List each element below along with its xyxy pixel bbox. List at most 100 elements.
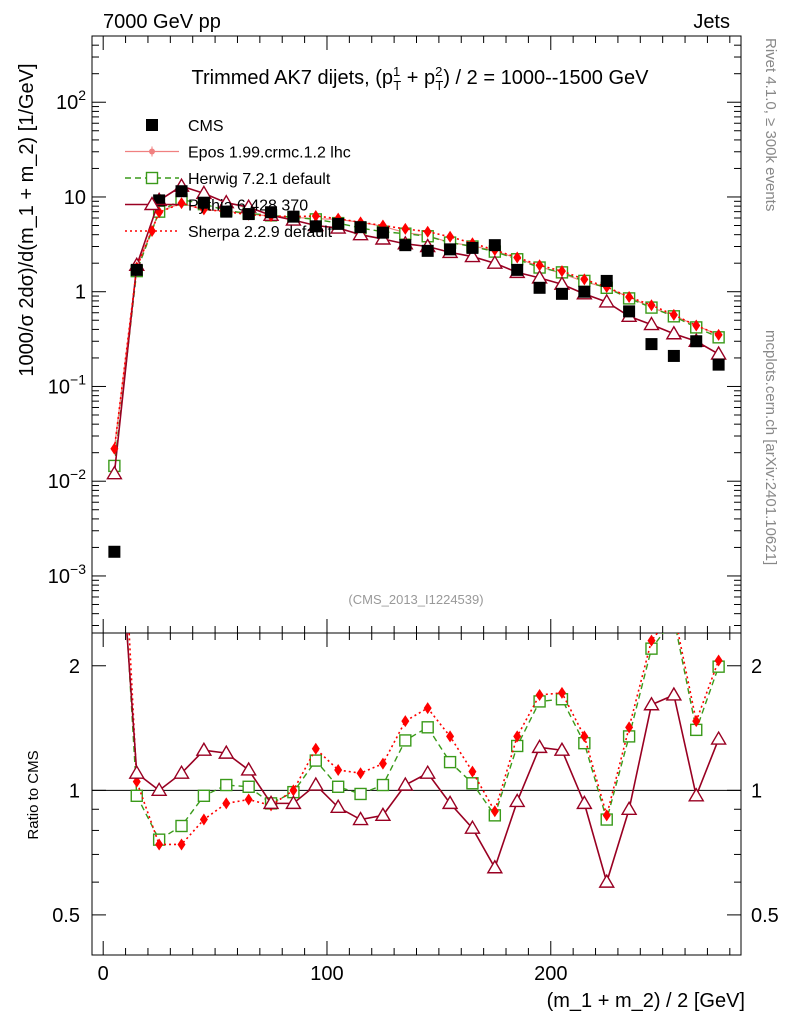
ratio-point-herwig — [331, 780, 345, 793]
ratio-point-pythia — [329, 798, 347, 813]
ratio-point-sherpa — [557, 686, 566, 699]
point-sherpa — [714, 328, 723, 341]
series-cms — [108, 185, 725, 558]
legend-label-sherpa: Sherpa 2.2.9 default — [188, 224, 333, 241]
point-cms — [130, 263, 143, 276]
ratio-point-herwig — [354, 787, 367, 801]
main-axis-ticks — [92, 35, 741, 633]
legend-marker-cms — [146, 119, 158, 131]
point-cms — [332, 217, 345, 230]
legend-label-herwig: Herwig 7.2.1 default — [188, 171, 331, 188]
y-tick-label: 102 — [56, 87, 86, 114]
point-sherpa — [535, 259, 544, 272]
legend-label-cms: CMS — [188, 118, 224, 135]
ratio-line-pythia — [126, 633, 720, 885]
series-line-pythia — [113, 185, 720, 474]
ratio-y-tick-label-right: 0.5 — [751, 905, 779, 927]
point-cms — [578, 285, 591, 298]
point-sherpa — [513, 251, 522, 264]
point-cms — [220, 205, 233, 218]
legend: CMS Epos 1.99.crmc.1.2 lhc Herwig 7.2.1 de… — [125, 118, 351, 241]
y-tick-label: 10−2 — [48, 466, 86, 493]
ratio-point-sherpa — [468, 765, 477, 778]
ratio-point-pythia — [240, 761, 257, 776]
point-cms — [175, 185, 188, 198]
rivet-label: Rivet 4.1.0, ≥ 300k events — [762, 38, 779, 211]
y-tick-label: 10 — [64, 187, 86, 209]
analysis-label: (CMS_2013_I1224539) — [348, 592, 483, 607]
ratio-y-tick-label-right: 1 — [751, 780, 762, 802]
legend-entry-pythia: Pythia 6.428 370 — [125, 196, 308, 215]
ratio-point-sherpa — [199, 813, 208, 826]
legend-label-epos: Epos 1.99.crmc.1.2 lhc — [188, 145, 351, 162]
ratio-point-herwig — [443, 755, 457, 769]
ratio-y-tick-label-left: 0.5 — [52, 905, 80, 927]
ratio-point-sherpa — [289, 784, 298, 797]
ratio-point-sherpa — [222, 797, 231, 810]
ratio-point-herwig — [399, 734, 412, 747]
ratio-point-sherpa — [311, 742, 320, 755]
ratio-point-herwig — [197, 789, 211, 803]
y-tick-label: 1 — [75, 282, 86, 304]
point-pythia — [665, 325, 683, 340]
point-cms — [444, 243, 457, 256]
point-pythia — [643, 316, 660, 331]
legend-entry-epos: Epos 1.99.crmc.1.2 lhc — [125, 145, 351, 162]
ratio-point-sherpa — [513, 730, 522, 743]
point-cms — [600, 274, 613, 287]
ratio-point-sherpa — [647, 634, 656, 647]
point-pythia — [486, 254, 504, 269]
point-sherpa — [580, 273, 589, 286]
point-cms — [555, 287, 568, 300]
legend-marker-herwig — [145, 171, 159, 185]
legend-entry-sherpa: Sherpa 2.2.9 default — [125, 224, 333, 241]
ratio-line-herwig — [126, 633, 720, 841]
legend-label-pythia: Pythia 6.428 370 — [188, 198, 308, 215]
ratio-point-pythia — [352, 811, 369, 826]
ratio-point-sherpa — [401, 715, 410, 728]
ratio-point-herwig — [220, 778, 233, 792]
point-pythia — [598, 293, 615, 308]
point-cms — [511, 263, 524, 276]
plot-title: Trimmed AK7 dijets, (p1 T + p2 T) / 2 = 10… — [192, 64, 650, 93]
ratio-point-sherpa — [110, 338, 118, 350]
ratio-point-pythia — [397, 776, 414, 791]
ratio-point-pythia — [441, 794, 459, 810]
ratio-y-tick-label-right: 2 — [751, 656, 762, 678]
ratio-point-sherpa — [378, 757, 387, 770]
ratio-point-pythia — [665, 686, 683, 701]
ratio-y-tick-label-left: 1 — [69, 780, 80, 802]
x-tick-label: 0 — [98, 963, 109, 985]
point-sherpa — [625, 290, 634, 303]
main-y-axis-label: 1000/σ 2dσ)/d(m_1 + m_2) [1/GeV] — [16, 63, 38, 376]
ratio-point-herwig — [309, 754, 322, 767]
point-sherpa — [446, 230, 455, 243]
point-cms — [690, 335, 703, 348]
series-line-herwig — [113, 198, 719, 467]
ratio-point-pythia — [464, 819, 481, 834]
point-sherpa — [692, 319, 701, 332]
legend-entry-herwig: Herwig 7.2.1 default — [125, 171, 331, 188]
ratio-point-pythia — [195, 741, 213, 756]
point-cms — [712, 358, 725, 371]
header-left: 7000 GeV pp — [103, 11, 221, 33]
point-cms — [466, 241, 479, 254]
ratio-point-sherpa — [580, 730, 589, 743]
ratio-point-pythia — [262, 794, 280, 810]
mcplots-label: mcplots.cern.ch [arXiv:2401.10621] — [762, 330, 779, 565]
legend-marker-epos — [149, 148, 155, 155]
ratio-point-pythia — [508, 793, 526, 808]
ratio-y-tick-label-left: 2 — [69, 656, 80, 678]
point-sherpa — [669, 308, 678, 321]
ratio-point-sherpa — [446, 730, 455, 743]
ratio-point-sherpa — [714, 654, 723, 667]
ratio-axis-ticks — [92, 633, 741, 956]
legend-marker-pythia — [143, 196, 161, 211]
point-pythia — [106, 465, 123, 480]
point-pythia — [710, 345, 727, 360]
point-cms — [667, 349, 680, 362]
point-cms — [488, 239, 501, 252]
point-cms — [265, 206, 278, 219]
legend-marker-sherpa — [148, 225, 156, 237]
